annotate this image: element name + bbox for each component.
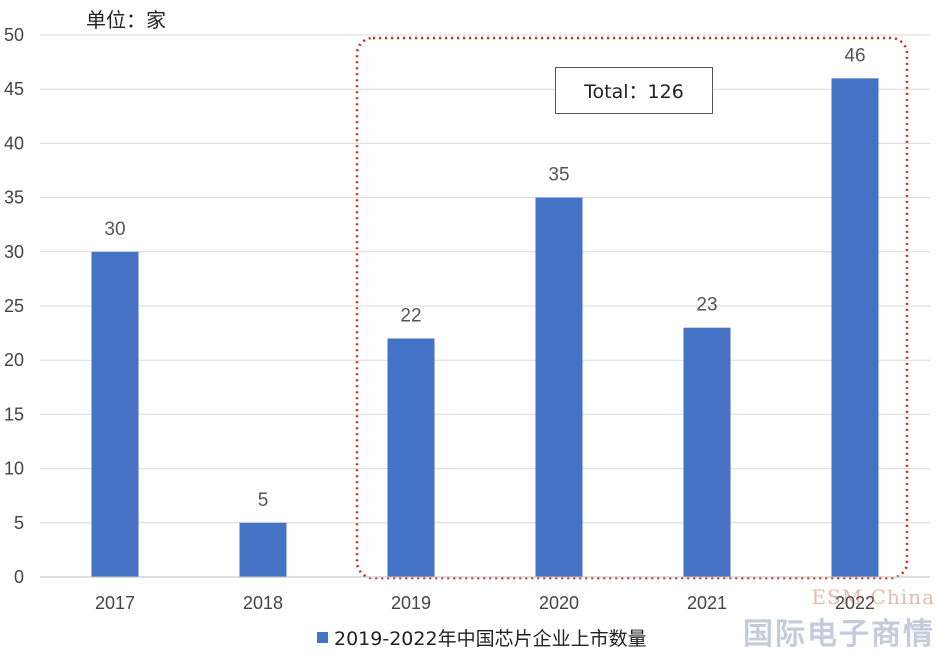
bar-2017: [91, 251, 139, 578]
bars: [91, 78, 879, 578]
bar-2021: [683, 327, 731, 577]
bar-2020: [535, 197, 583, 577]
x-tick-label-2021: 2021: [687, 593, 727, 613]
data-label-2019: 22: [400, 306, 421, 327]
x-tick-label-2017: 2017: [95, 593, 135, 613]
x-tick-label-2019: 2019: [391, 593, 431, 613]
data-label-2017: 30: [104, 219, 125, 240]
highlight-region-box: [355, 36, 909, 580]
data-label-2020: 35: [548, 165, 569, 186]
y-axis-ticks: 0 5 10 15 20 25 30 35 40 45 50: [4, 25, 24, 587]
x-axis-ticks: 2017 2018 2019 2020 2021 2022: [95, 593, 875, 613]
legend-label: 2019-2022年中国芯片企业上市数量: [334, 628, 647, 650]
y-tick-label: 40: [4, 133, 24, 153]
y-tick-label: 50: [4, 25, 24, 45]
y-tick-label: 15: [4, 404, 24, 424]
total-annotation: Total：126: [555, 67, 713, 114]
legend: 2019-2022年中国芯片企业上市数量: [317, 624, 647, 651]
watermark-line1: ESM China: [811, 585, 935, 609]
data-label-2018: 5: [258, 490, 269, 511]
x-tick-label-2020: 2020: [539, 593, 579, 613]
data-labels: 30 5 22 35 23 46: [104, 45, 865, 510]
legend-swatch: [317, 632, 328, 643]
y-tick-label: 5: [14, 513, 24, 533]
x-tick-label-2018: 2018: [243, 593, 283, 613]
bar-2018: [239, 522, 287, 577]
data-label-2022: 46: [844, 45, 865, 66]
y-tick-label: 20: [4, 350, 24, 370]
watermark-line2: 国际电子商情: [743, 617, 935, 652]
x-tick-label-2022: 2022: [835, 593, 875, 613]
data-label-2021: 23: [696, 295, 717, 316]
bar-2019: [387, 338, 435, 577]
y-tick-label: 25: [4, 296, 24, 316]
y-tick-label: 35: [4, 188, 24, 208]
y-tick-label: 0: [14, 567, 24, 587]
bar-2022: [831, 78, 879, 578]
y-tick-label: 30: [4, 242, 24, 262]
y-tick-label: 10: [4, 459, 24, 479]
watermark: ESM China 国际电子商情: [743, 585, 935, 653]
unit-label: 单位：家: [86, 8, 166, 32]
gridlines: [40, 34, 930, 524]
y-tick-label: 45: [4, 79, 24, 99]
